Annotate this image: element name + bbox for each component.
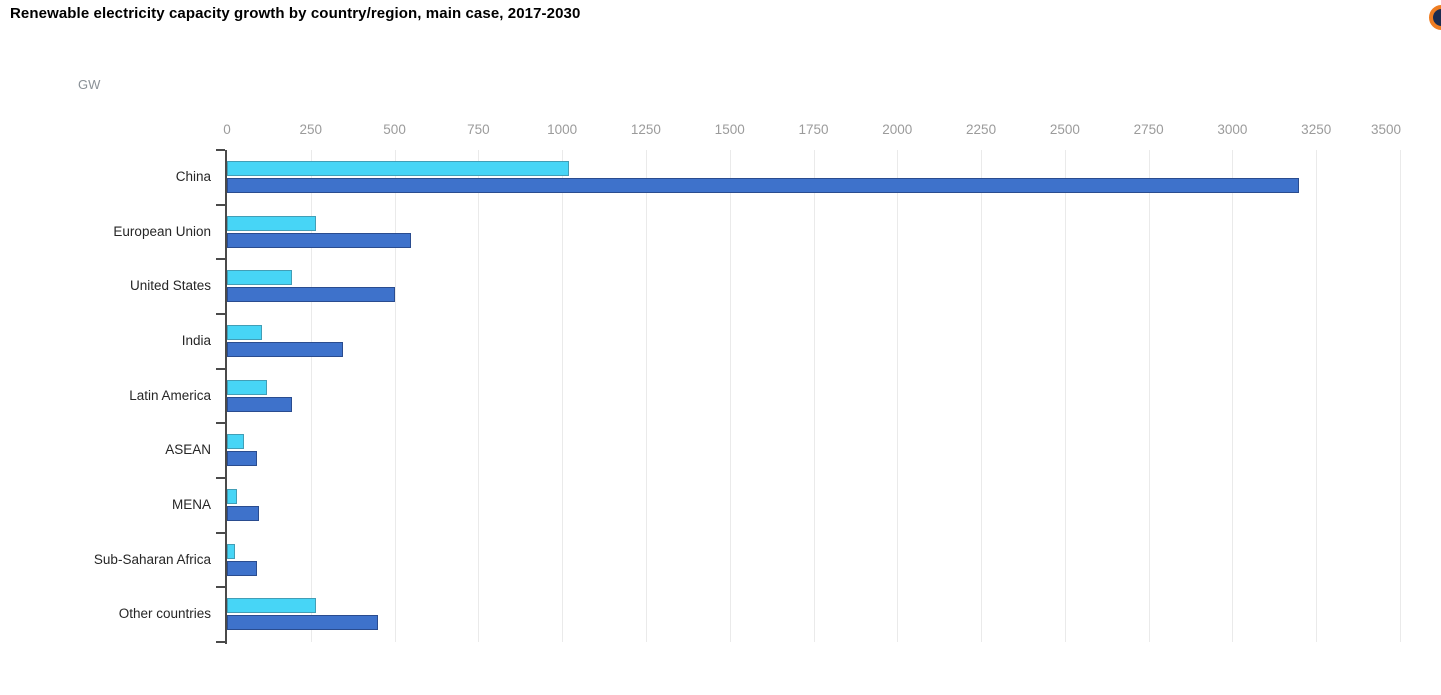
y-axis-unit-label: GW <box>78 77 101 92</box>
x-axis-tick-label: 2250 <box>966 122 997 137</box>
x-axis-tick-label: 750 <box>467 122 490 137</box>
x-axis-tick-label: 1750 <box>798 122 829 137</box>
bar-dark-latin-america <box>227 396 293 412</box>
x-axis-tick-label: 1500 <box>714 122 745 137</box>
x-gridline <box>1316 150 1318 642</box>
y-axis-tick <box>216 203 225 206</box>
bar-light-china <box>227 161 569 176</box>
x-axis-tick-label: 3500 <box>1370 122 1401 137</box>
x-gridline <box>310 150 312 642</box>
x-gridline <box>981 150 983 642</box>
bar-dark-european-union <box>227 232 412 248</box>
bar-light-asean <box>227 434 244 450</box>
x-gridline <box>1148 150 1150 642</box>
x-gridline <box>897 150 899 642</box>
y-axis-tick <box>216 149 225 151</box>
y-axis-tick <box>216 641 225 643</box>
bar-light-sub-saharan-africa <box>227 543 236 559</box>
x-gridline <box>1232 150 1234 642</box>
bar-light-european-union <box>227 215 316 231</box>
bar-light-united-states <box>227 270 293 286</box>
category-label: Other countries <box>118 606 211 622</box>
x-gridline <box>562 150 564 642</box>
x-axis-tick-label: 2000 <box>882 122 913 137</box>
y-axis-tick <box>216 531 225 534</box>
bar-dark-china <box>227 178 1300 193</box>
x-gridline <box>1064 150 1066 642</box>
bar-light-india <box>227 325 263 340</box>
x-gridline <box>813 150 815 642</box>
bar-dark-mena <box>227 506 259 521</box>
x-axis-tick-label: 3250 <box>1301 122 1332 137</box>
category-label: European Union <box>113 223 211 239</box>
y-axis-tick <box>216 258 225 261</box>
brand-circle-icon[interactable] <box>1429 5 1441 30</box>
y-axis-tick <box>216 313 225 315</box>
chart-title: Renewable electricity capacity growth by… <box>10 5 581 22</box>
category-label: India <box>181 332 211 348</box>
x-axis-tick-label: 3000 <box>1217 122 1248 137</box>
bar-light-other-countries <box>227 598 316 614</box>
x-gridline <box>1400 150 1401 642</box>
x-axis-tick-label: 0 <box>223 122 231 137</box>
bar-dark-sub-saharan-africa <box>227 560 258 576</box>
y-axis-tick <box>216 367 225 370</box>
category-label: MENA <box>171 496 211 512</box>
x-axis-tick-label: 1250 <box>630 122 661 137</box>
category-label: United States <box>129 278 211 294</box>
x-gridline <box>394 150 396 642</box>
x-gridline <box>645 150 647 642</box>
x-gridline <box>729 150 731 642</box>
x-axis-tick-label: 2750 <box>1133 122 1164 137</box>
category-label: Sub-Saharan Africa <box>93 551 211 567</box>
category-label: Latin America <box>129 387 211 403</box>
x-axis-tick-label: 250 <box>299 122 323 137</box>
x-gridline <box>478 150 480 642</box>
x-axis-tick-label: 1000 <box>547 122 578 137</box>
bar-dark-united-states <box>227 287 395 303</box>
bar-light-mena <box>227 489 238 504</box>
category-label: China <box>175 168 211 184</box>
y-axis-tick <box>216 586 225 589</box>
bar-dark-india <box>227 342 343 357</box>
bar-dark-other-countries <box>227 615 378 631</box>
y-axis-tick <box>216 422 225 425</box>
bar-light-latin-america <box>227 379 268 395</box>
y-axis-tick <box>216 477 225 479</box>
x-axis-tick-label: 500 <box>383 122 406 137</box>
y-axis-line <box>225 150 227 644</box>
category-label: ASEAN <box>165 442 211 458</box>
bar-dark-asean <box>227 451 258 467</box>
x-axis-tick-label: 2500 <box>1049 122 1080 137</box>
